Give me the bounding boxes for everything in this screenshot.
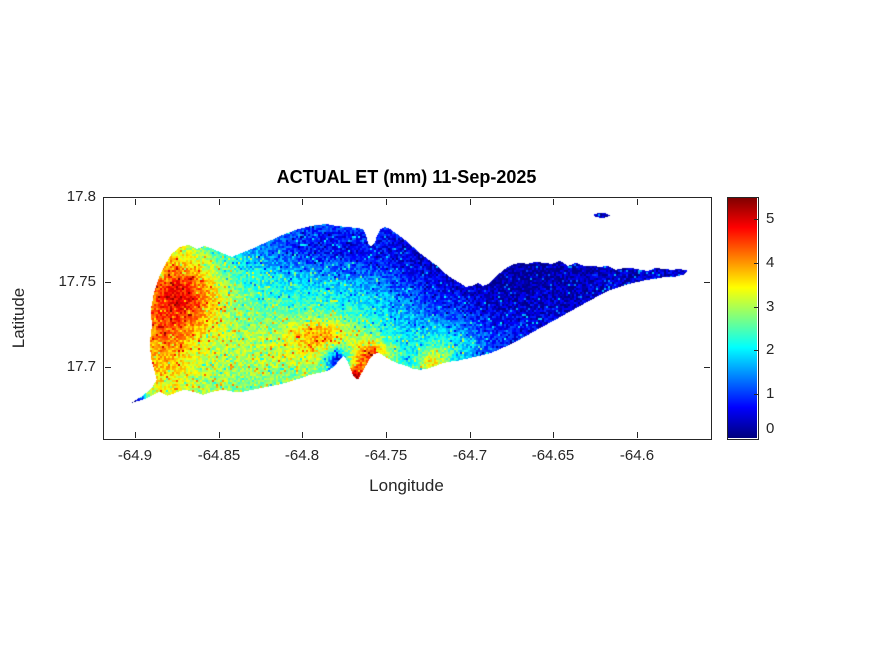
colorbar-border (727, 197, 759, 440)
plot-box-border (103, 197, 712, 440)
et-heatmap-canvas (104, 198, 709, 437)
y-tick-left (105, 282, 111, 283)
x-tick-bottom (219, 432, 220, 438)
colorbar-tick (754, 263, 758, 264)
x-tick-top (386, 199, 387, 205)
colorbar-gradient-canvas (727, 197, 757, 438)
x-tick-label: -64.75 (364, 447, 408, 464)
x-tick-bottom (553, 432, 554, 438)
colorbar-tick (754, 350, 758, 351)
x-tick-bottom (135, 432, 136, 438)
colorbar-tick-label: 3 (766, 298, 775, 315)
y-tick-right (704, 282, 710, 283)
colorbar-tick-label: 2 (766, 341, 775, 358)
x-tick-label: -64.6 (619, 447, 655, 464)
colorbar-tick-label: 4 (766, 254, 775, 271)
x-tick-top (302, 199, 303, 205)
y-tick-label: 17.75 (58, 273, 96, 290)
colorbar-tick-label: 5 (766, 210, 775, 227)
x-tick-bottom (637, 432, 638, 438)
plot-title: ACTUAL ET (mm) 11-Sep-2025 (276, 167, 537, 187)
y-tick-label: 17.8 (66, 188, 96, 205)
colorbar-tick (754, 394, 758, 395)
y-tick-label: 17.7 (66, 358, 96, 375)
y-tick-right (704, 367, 710, 368)
y-tick-left (105, 367, 111, 368)
colorbar-tick (754, 219, 758, 220)
x-tick-label: -64.8 (284, 447, 320, 464)
x-tick-top (470, 199, 471, 205)
x-tick-top (219, 199, 220, 205)
x-tick-label: -64.65 (531, 447, 575, 464)
x-tick-top (553, 199, 554, 205)
x-tick-top (637, 199, 638, 205)
x-tick-top (135, 199, 136, 205)
colorbar-tick-label: 0 (766, 420, 775, 437)
colorbar-tick-label: 1 (766, 385, 775, 402)
x-tick-bottom (470, 432, 471, 438)
x-tick-label: -64.9 (117, 447, 153, 464)
y-axis-label: Latitude (9, 287, 28, 349)
colorbar-tick (754, 307, 758, 308)
x-axis-label: Longitude (369, 476, 444, 495)
x-tick-bottom (302, 432, 303, 438)
x-tick-label: -64.7 (452, 447, 488, 464)
x-tick-bottom (386, 432, 387, 438)
x-tick-label: -64.85 (197, 447, 241, 464)
